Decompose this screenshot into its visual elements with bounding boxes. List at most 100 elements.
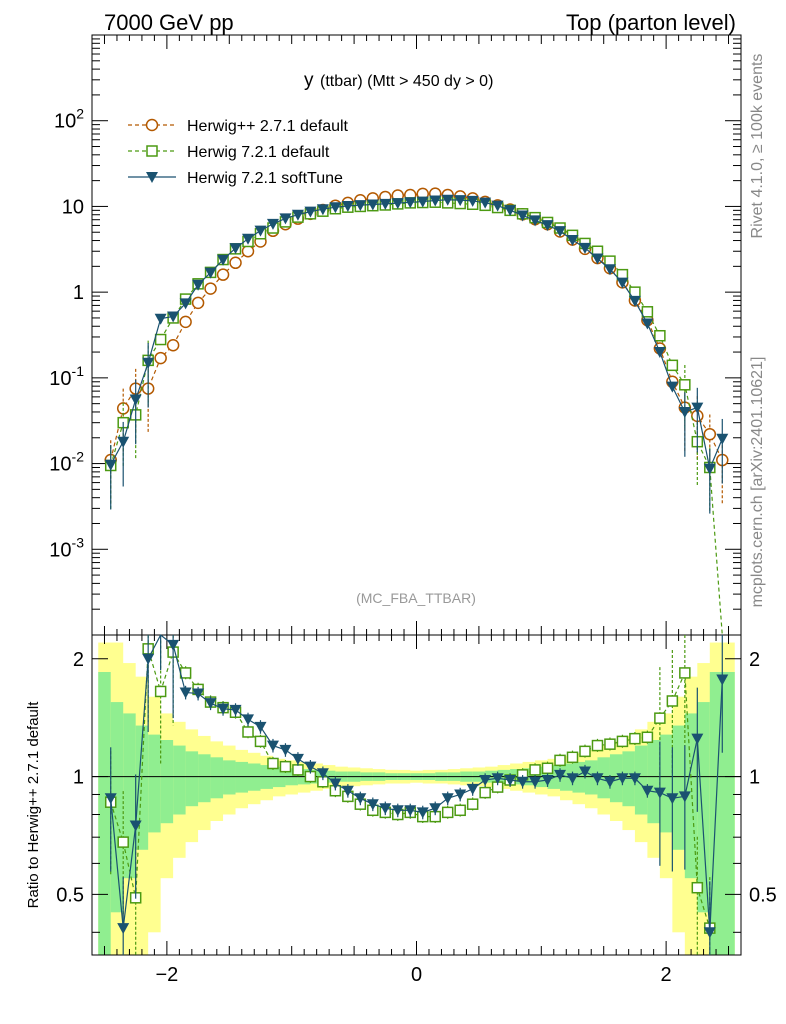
data-point xyxy=(679,379,691,391)
data-point xyxy=(654,712,666,724)
data-point xyxy=(591,739,604,752)
data-point xyxy=(441,806,454,819)
data-point xyxy=(678,791,691,803)
data-point xyxy=(616,773,629,785)
data-point xyxy=(703,427,717,441)
data-point xyxy=(479,774,492,786)
data-point xyxy=(316,768,329,780)
data-point xyxy=(192,688,205,700)
y-tick-label: 102 xyxy=(54,106,84,133)
data-point xyxy=(204,698,217,710)
data-point xyxy=(242,714,255,726)
data-point xyxy=(541,220,554,232)
data-point xyxy=(242,726,254,738)
header-right: Top (parton level) xyxy=(566,10,736,35)
data-point xyxy=(466,783,479,795)
data-point xyxy=(554,754,566,767)
data-point xyxy=(146,145,158,157)
data-point xyxy=(479,197,492,209)
data-point xyxy=(254,721,267,733)
data-point xyxy=(653,787,666,799)
data-point xyxy=(354,793,367,805)
data-point xyxy=(691,881,704,894)
data-point xyxy=(204,282,217,295)
data-point xyxy=(379,803,392,815)
data-point xyxy=(391,805,404,817)
data-point xyxy=(541,762,554,775)
data-point xyxy=(117,923,130,935)
data-point xyxy=(628,295,641,307)
data-point xyxy=(229,256,242,270)
data-point xyxy=(129,820,142,832)
data-point xyxy=(404,805,417,817)
y-tick-label: 10-2 xyxy=(49,449,84,476)
data-point xyxy=(616,735,629,748)
data-point xyxy=(603,776,616,788)
data-point xyxy=(578,766,591,778)
data-point xyxy=(641,306,654,318)
data-point xyxy=(142,653,155,665)
y-tick-base: 10 xyxy=(54,111,76,133)
y-tick-exponent: 2 xyxy=(76,106,84,122)
data-point xyxy=(179,298,192,310)
series-0 xyxy=(104,187,729,505)
title-rest: (ttbar) (Mtt > 450 dy > 0) xyxy=(320,73,493,90)
y-ticks-main xyxy=(92,38,741,636)
x-tick-label: −2 xyxy=(155,964,178,986)
data-point xyxy=(603,264,616,276)
data-point xyxy=(628,773,641,785)
data-point xyxy=(678,406,691,418)
data-point xyxy=(229,704,242,716)
x-tick-label: 0 xyxy=(411,964,422,986)
data-point xyxy=(566,234,579,246)
data-point xyxy=(279,213,292,225)
data-point xyxy=(554,769,567,781)
data-point xyxy=(291,209,304,221)
ratio-y-label: Ratio to Herwig++ 2.7.1 default xyxy=(25,701,42,909)
data-point xyxy=(491,773,504,785)
data-point xyxy=(566,751,579,764)
data-point xyxy=(154,351,167,365)
data-point xyxy=(579,745,591,758)
data-point xyxy=(578,242,591,254)
data-point xyxy=(441,793,454,805)
data-point xyxy=(267,757,279,770)
data-point xyxy=(217,254,230,266)
y-tick-base: 10 xyxy=(49,539,71,561)
series-1 xyxy=(104,196,723,636)
ratio-y-tick-label-right: 1 xyxy=(749,767,760,789)
data-point xyxy=(354,200,367,212)
data-point xyxy=(654,329,666,342)
y-tick-base: 10 xyxy=(49,454,71,476)
data-point xyxy=(491,200,504,212)
ratio-y-tick-label: 0.5 xyxy=(56,884,84,906)
data-point xyxy=(129,394,142,406)
data-point xyxy=(117,836,129,848)
data-point xyxy=(304,761,317,773)
data-point xyxy=(217,703,230,715)
data-point xyxy=(441,194,454,206)
data-point xyxy=(429,803,442,815)
series-2 xyxy=(104,194,729,514)
data-point xyxy=(146,172,158,183)
data-point xyxy=(216,268,230,281)
header-left: 7000 GeV pp xyxy=(104,10,234,35)
ratio-series-1 xyxy=(104,634,729,955)
data-point xyxy=(691,733,704,745)
series-line xyxy=(110,201,723,636)
data-point xyxy=(117,436,130,448)
mcplots-label: mcplots.cern.ch [arXiv:2401.10621] xyxy=(749,357,766,608)
y-ticks-ratio xyxy=(92,658,741,933)
data-point xyxy=(504,205,517,217)
data-point xyxy=(516,776,529,788)
data-point xyxy=(604,738,616,750)
data-point xyxy=(641,785,654,797)
data-point xyxy=(529,215,542,227)
data-point xyxy=(703,927,716,939)
data-point xyxy=(291,753,304,765)
data-point xyxy=(167,311,180,323)
ratio-y-tick-label-right: 2 xyxy=(749,649,760,671)
data-point xyxy=(454,195,467,207)
